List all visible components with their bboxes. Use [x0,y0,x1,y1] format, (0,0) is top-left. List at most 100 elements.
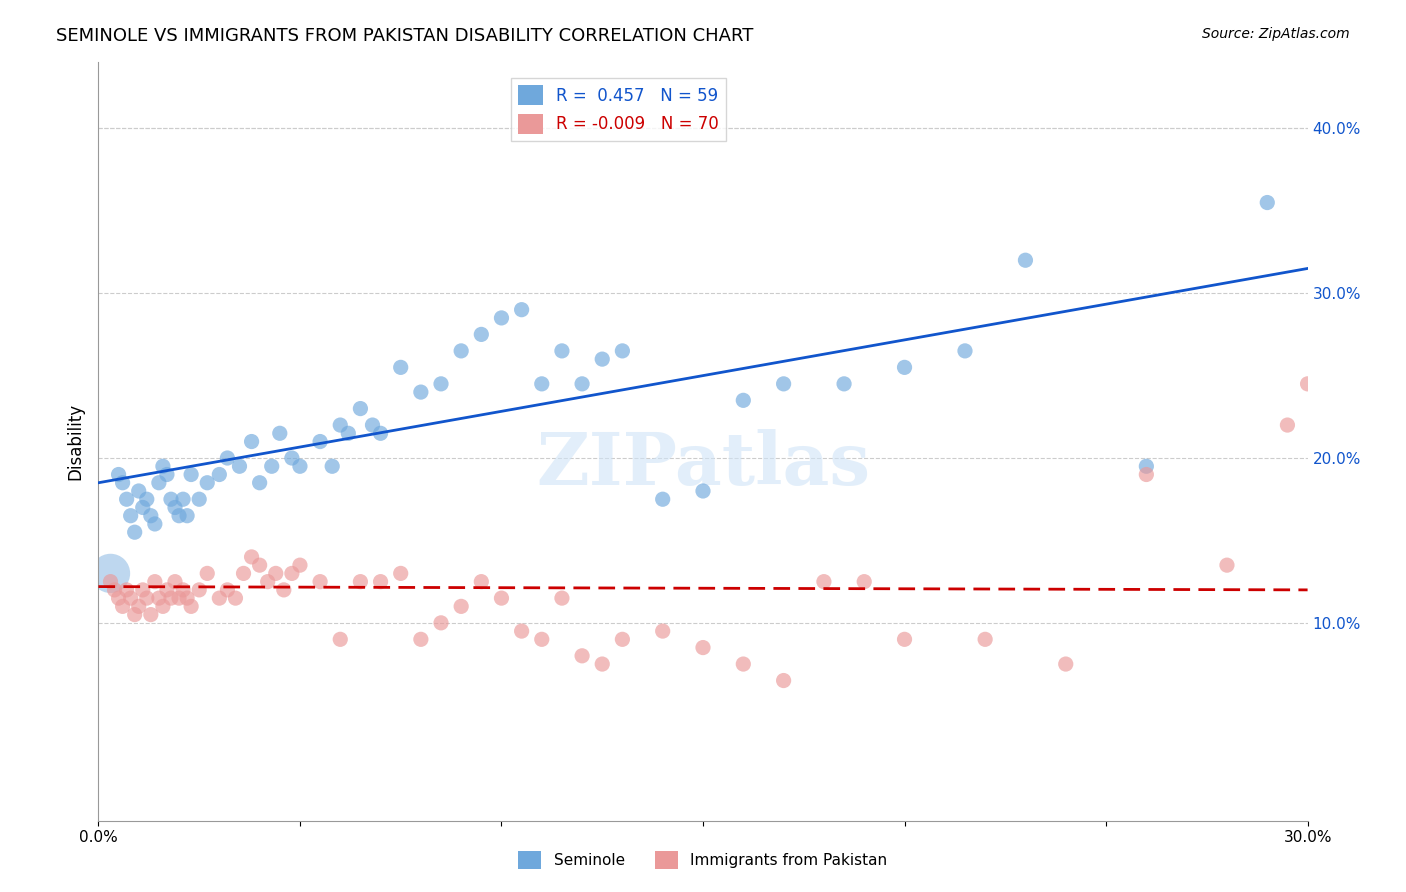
Point [240,549,263,564]
Point [1054,657,1077,671]
Point [974,632,997,647]
Point [692,483,714,498]
Point [571,648,593,663]
Text: ZIPatlas: ZIPatlas [536,429,870,500]
Point [409,385,432,400]
Point [163,574,186,589]
Point [208,591,231,606]
Point [120,591,142,606]
Point [470,574,492,589]
Point [249,475,271,490]
Point [240,434,263,449]
Point [329,418,352,433]
Point [139,607,162,622]
Point [107,591,129,606]
Point [264,566,287,581]
Point [195,566,218,581]
Point [132,500,155,515]
Point [128,599,150,614]
Point [450,343,472,358]
Point [1376,516,1399,531]
Point [612,632,634,647]
Point [100,574,122,589]
Y-axis label: Disability: Disability [66,403,84,480]
Point [188,582,211,597]
Point [172,492,194,507]
Point [551,343,574,358]
Legend: Seminole, Immigrants from Pakistan: Seminole, Immigrants from Pakistan [512,845,894,875]
Point [813,574,835,589]
Point [491,591,513,606]
Point [1277,418,1299,433]
Point [832,376,855,391]
Point [124,525,146,540]
Point [733,657,755,671]
Point [309,434,332,449]
Point [148,591,170,606]
Point [188,492,211,507]
Point [361,418,384,433]
Point [160,591,183,606]
Point [389,360,412,375]
Point [107,467,129,482]
Point [148,475,170,490]
Point [370,426,392,441]
Point [612,343,634,358]
Point [143,516,166,531]
Point [510,302,533,317]
Point [1014,253,1036,268]
Point [208,467,231,482]
Point [349,574,371,589]
Point [167,591,190,606]
Point [409,632,432,647]
Legend: R =  0.457   N = 59, R = -0.009   N = 70: R = 0.457 N = 59, R = -0.009 N = 70 [512,78,725,141]
Point [132,582,155,597]
Point [349,401,371,416]
Point [217,582,239,597]
Point [232,566,254,581]
Point [651,624,673,639]
Point [152,599,174,614]
Point [176,591,198,606]
Point [1296,376,1319,391]
Point [256,574,278,589]
Point [156,467,179,482]
Point [111,599,134,614]
Point [224,591,246,606]
Point [269,426,291,441]
Point [100,566,122,581]
Point [143,574,166,589]
Point [152,459,174,474]
Point [853,574,876,589]
Point [195,475,218,490]
Point [470,327,492,342]
Point [163,500,186,515]
Point [124,607,146,622]
Point [591,352,613,367]
Point [281,566,304,581]
Text: Source: ZipAtlas.com: Source: ZipAtlas.com [1202,27,1350,41]
Point [1357,500,1379,515]
Point [389,566,412,581]
Point [128,483,150,498]
Point [321,459,343,474]
Point [139,508,162,523]
Point [111,475,134,490]
Point [228,459,250,474]
Point [135,492,157,507]
Text: SEMINOLE VS IMMIGRANTS FROM PAKISTAN DISABILITY CORRELATION CHART: SEMINOLE VS IMMIGRANTS FROM PAKISTAN DIS… [56,27,754,45]
Point [120,508,142,523]
Point [510,624,533,639]
Point [176,508,198,523]
Point [450,599,472,614]
Point [651,492,673,507]
Point [115,582,138,597]
Point [1337,426,1360,441]
Point [370,574,392,589]
Point [491,310,513,325]
Point [309,574,332,589]
Point [733,393,755,408]
Point [273,582,295,597]
Point [893,632,915,647]
Point [329,632,352,647]
